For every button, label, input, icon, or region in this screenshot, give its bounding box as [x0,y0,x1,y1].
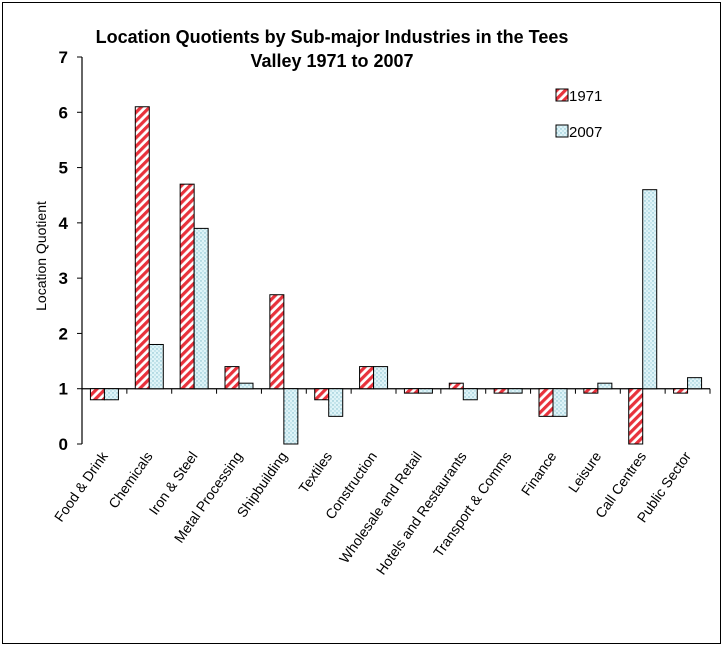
category-label: Leisure [565,448,605,495]
category-label: Chemicals [105,449,156,512]
bars-group [89,106,703,445]
category-label: Transport & Comms [430,449,515,560]
y-tick-label: 4 [59,214,69,233]
bar-2007-public-sector [687,377,703,390]
y-tick-label: 1 [59,380,68,399]
legend: 1971 2007 [555,88,602,141]
category-label: Food & Drink [51,448,112,525]
category-label: Finance [518,448,560,498]
bar-1971-iron-steel [179,183,195,390]
bar-1971-call-centres [628,388,644,445]
bar-1971-leisure [583,388,599,394]
legend-swatch-2007 [555,124,569,138]
category-label: Wholesale and Retail [336,449,425,567]
y-tick-label: 7 [59,48,68,67]
category-label: Textiles [295,449,335,496]
bar-2007-food-drink [103,388,119,401]
bar-1971-shipbuilding [269,294,285,390]
chart-title-line-2: Valley 1971 to 2007 [250,51,413,71]
bar-1971-transport-comms [493,388,509,394]
bar-1971-finance [538,388,554,417]
chart-title-line-1: Location Quotients by Sub-major Industri… [96,27,569,47]
bar-2007-iron-steel [193,227,209,390]
y-tick-label: 3 [59,269,68,288]
axes: 0 1 2 3 4 5 6 7 [59,48,711,454]
bar-2007-wholesale-and-retail [417,388,433,394]
y-tick-label: 0 [59,435,68,454]
bar-1971-wholesale-and-retail [403,388,419,394]
y-tick-label: 2 [59,324,68,343]
bar-2007-textiles [328,388,344,417]
bar-1971-construction [359,366,375,390]
bar-2007-transport-comms [507,388,523,394]
y-tick-label: 5 [59,159,68,178]
bar-1971-public-sector [673,388,689,394]
bar-2007-metal-processing [238,382,254,390]
legend-swatch-1971 [555,88,569,102]
legend-label-2007: 2007 [569,124,602,141]
bar-2007-call-centres [642,189,658,390]
y-tick-label: 6 [59,103,68,122]
bar-2007-hotels-and-restaurants [462,388,478,401]
bar-1971-hotels-and-restaurants [448,382,464,390]
bar-2007-leisure [597,382,613,390]
bar-1971-food-drink [89,388,105,401]
y-axis-title: Location Quotient [33,201,49,311]
bar-2007-shipbuilding [283,388,299,445]
bar-1971-metal-processing [224,366,240,390]
bar-2007-chemicals [148,343,164,390]
legend-label-1971: 1971 [569,88,602,105]
bar-1971-textiles [314,388,330,401]
bar-2007-finance [552,388,568,417]
bar-1971-chemicals [134,106,150,390]
bar-2007-construction [373,366,389,390]
